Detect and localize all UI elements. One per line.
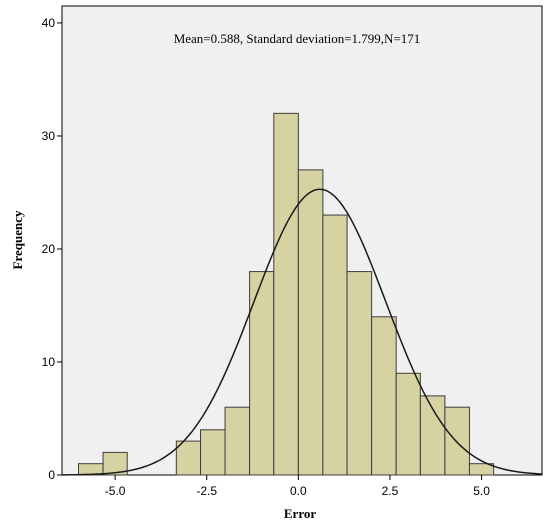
x-tick-label: -5.0 xyxy=(105,484,126,498)
histogram-bar xyxy=(273,112,299,476)
y-axis: 0 10 20 30 40 xyxy=(42,16,62,482)
histogram-bar xyxy=(346,271,373,476)
histogram-bars xyxy=(77,112,495,476)
x-axis: -5.0 -2.5 0.0 2.5 5.0 xyxy=(105,475,490,498)
histogram-bar xyxy=(297,169,324,476)
y-tick-label: 10 xyxy=(42,355,56,369)
normal-curve xyxy=(61,188,543,476)
x-tick-label: 2.5 xyxy=(382,484,399,498)
x-axis-title: Error xyxy=(284,506,316,521)
histogram-bar xyxy=(249,271,275,476)
histogram-bar xyxy=(444,406,470,476)
histogram-bar xyxy=(200,429,226,476)
histogram-bar xyxy=(322,214,348,476)
y-axis-title: Frequency xyxy=(10,210,25,269)
histogram-bar xyxy=(371,316,397,476)
histogram-bar xyxy=(224,406,251,476)
x-tick-label: -2.5 xyxy=(196,484,217,498)
histogram-bar xyxy=(395,372,421,476)
stats-annotation: Mean=0.588, Standard deviation=1.799,N=1… xyxy=(174,31,421,46)
y-tick-label: 20 xyxy=(42,242,56,256)
y-tick-label: 40 xyxy=(42,16,56,30)
x-tick-label: 0.0 xyxy=(290,484,307,498)
y-tick-label: 0 xyxy=(48,468,55,482)
histogram-bar xyxy=(175,440,202,476)
y-tick-label: 30 xyxy=(42,129,56,143)
x-tick-label: 5.0 xyxy=(473,484,490,498)
